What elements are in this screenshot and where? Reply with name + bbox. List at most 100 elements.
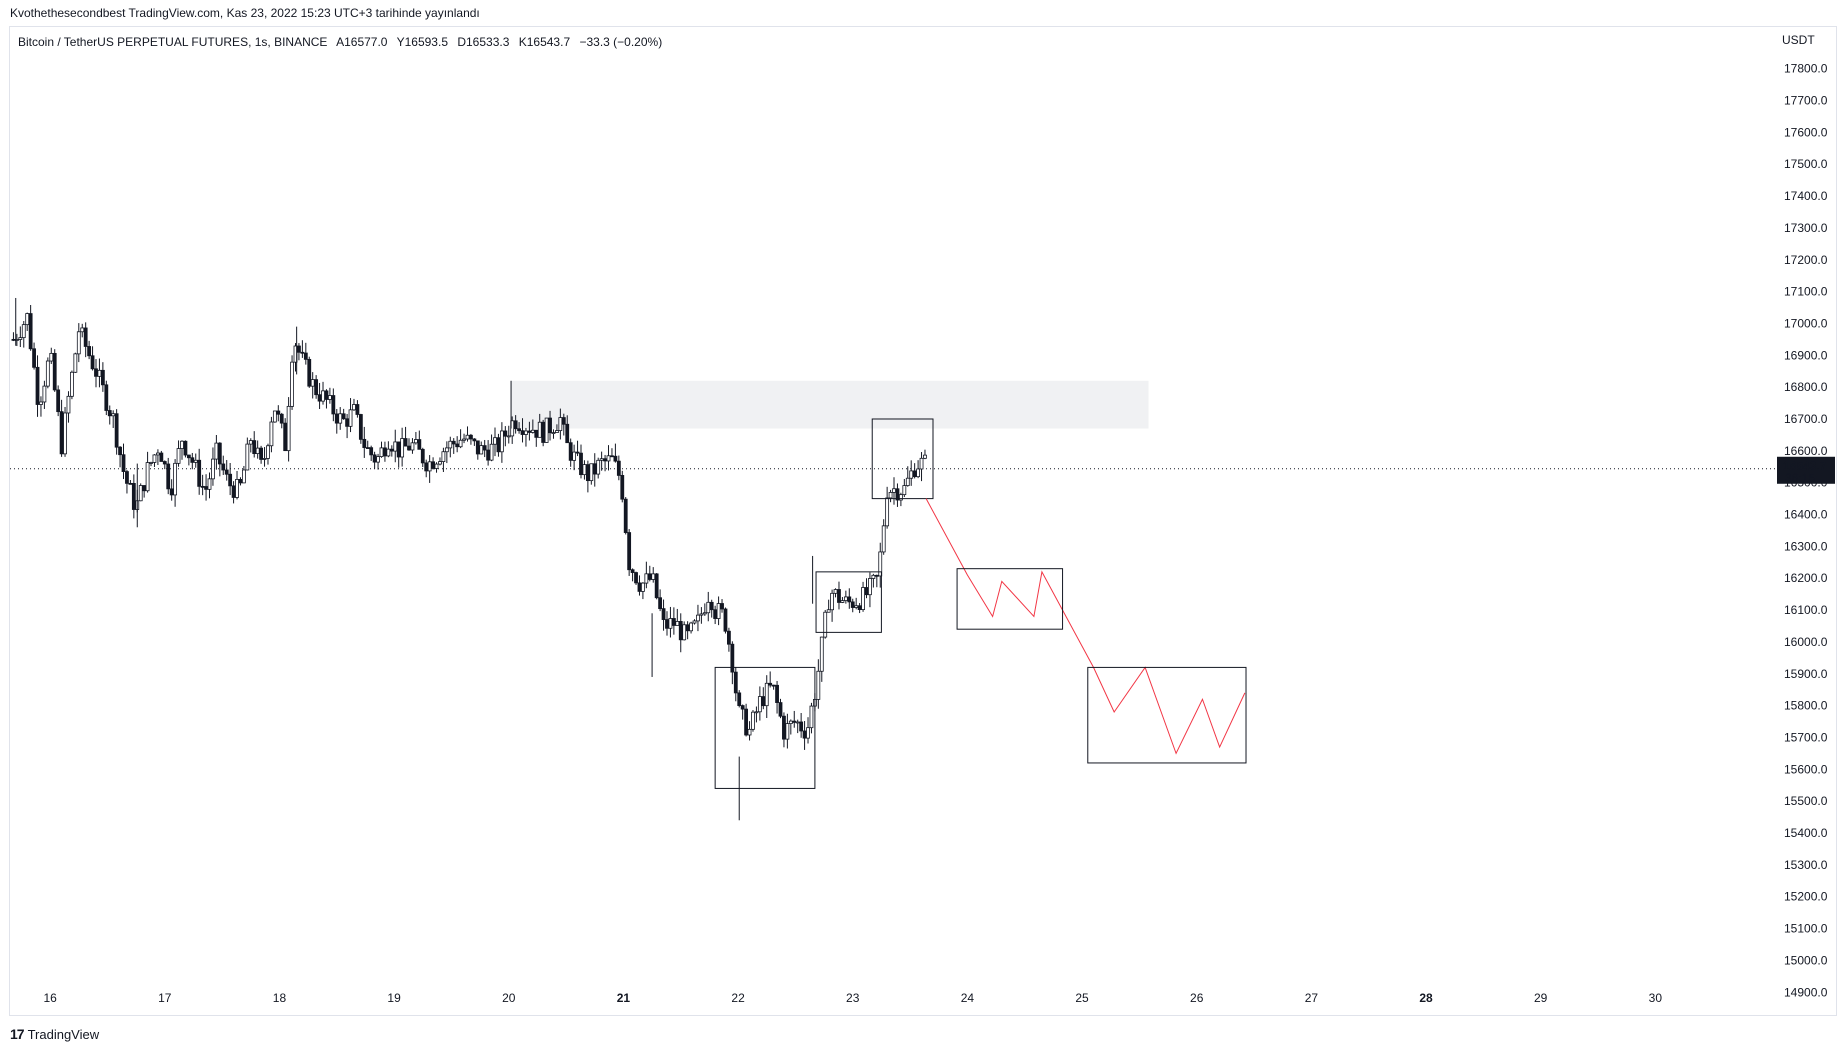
candle-body xyxy=(596,459,601,475)
candle-body xyxy=(503,430,508,437)
currency-label: USDT xyxy=(1782,33,1815,47)
y-tick-label: 17800.0 xyxy=(1784,62,1828,76)
candle-body xyxy=(327,395,332,400)
x-tick-label: 29 xyxy=(1534,991,1548,1005)
y-tick-label: 16200.0 xyxy=(1784,571,1828,585)
candle-body xyxy=(572,451,577,461)
y-tick-label: 15900.0 xyxy=(1784,667,1828,681)
candle-body xyxy=(32,348,36,368)
candle-body xyxy=(868,578,872,596)
candle-body xyxy=(211,458,215,480)
tradingview-brand[interactable]: 17 TradingView xyxy=(10,1026,99,1042)
candle-body xyxy=(888,491,893,499)
candle-body xyxy=(438,461,442,465)
candle-body xyxy=(200,485,205,488)
candle-body xyxy=(816,670,821,700)
y-tick-label: 17200.0 xyxy=(1784,253,1828,267)
chart-frame[interactable] xyxy=(9,26,1837,1016)
ohlc-change: −33.3 (−0.20%) xyxy=(579,35,663,49)
candle-body xyxy=(826,609,831,613)
candle-body xyxy=(448,440,453,449)
candle-body xyxy=(878,551,883,577)
candle-body xyxy=(145,462,150,492)
symbol-name[interactable]: Bitcoin / TetherUS PERPETUAL FUTURES, 1s… xyxy=(18,35,328,49)
candle-body xyxy=(847,596,852,603)
candle-body xyxy=(840,600,845,603)
candle-body xyxy=(190,457,195,463)
candle-body xyxy=(107,410,112,417)
candle-body xyxy=(513,420,518,430)
candle-body xyxy=(699,613,704,616)
last-price-badge xyxy=(1777,456,1835,484)
candle-body xyxy=(125,471,129,484)
candle-body xyxy=(895,488,900,501)
candle-body xyxy=(66,395,71,414)
candle-body xyxy=(183,440,188,456)
candle-body xyxy=(630,569,635,573)
x-tick-label: 23 xyxy=(846,991,860,1005)
x-tick-label: 16 xyxy=(43,991,57,1005)
candle-body xyxy=(843,596,848,601)
candle-body xyxy=(193,459,198,463)
candle-body xyxy=(661,608,666,620)
candle-body xyxy=(393,441,398,452)
candle-body xyxy=(403,438,408,447)
x-tick-label: 18 xyxy=(273,991,287,1005)
candle-body xyxy=(585,464,590,482)
candle-body xyxy=(823,611,828,638)
candle-body xyxy=(156,452,160,456)
candle-body xyxy=(613,455,618,462)
candle-body xyxy=(551,432,556,434)
candle-body xyxy=(795,721,800,724)
candle-body xyxy=(76,331,81,355)
y-tick-label: 16000.0 xyxy=(1784,635,1828,649)
candle-body xyxy=(689,622,693,632)
y-tick-label: 15600.0 xyxy=(1784,762,1828,776)
candle-body xyxy=(169,488,174,496)
candle-body xyxy=(63,412,67,455)
candle-body xyxy=(100,369,105,386)
candle-body xyxy=(558,417,563,432)
candle-body xyxy=(52,352,57,391)
ohlc-open: A16577.0 xyxy=(336,35,388,49)
candle-body xyxy=(42,385,47,403)
candle-body xyxy=(696,614,700,622)
candle-body xyxy=(334,413,339,424)
y-tick-label: 16800.0 xyxy=(1784,380,1828,394)
candle-body xyxy=(785,723,790,740)
candle-body xyxy=(431,461,435,469)
candle-body xyxy=(692,620,697,624)
candle-body xyxy=(757,696,762,713)
candle-body xyxy=(620,475,625,500)
candle-body xyxy=(747,728,752,736)
candle-body xyxy=(548,417,552,434)
projected-range-2-box xyxy=(1087,666,1247,764)
candle-body xyxy=(11,338,16,341)
candle-body xyxy=(39,401,43,405)
candle-body xyxy=(665,619,669,629)
candle-body xyxy=(252,440,257,455)
candle-body xyxy=(345,418,349,427)
candle-body xyxy=(128,482,133,485)
candle-body xyxy=(792,720,797,723)
y-tick-label: 16100.0 xyxy=(1784,603,1828,617)
consolidation-3-box xyxy=(871,418,934,500)
candle-body xyxy=(806,727,810,739)
candle-body xyxy=(610,455,614,458)
candle-body xyxy=(104,384,109,411)
candle-body xyxy=(427,461,432,472)
candle-body xyxy=(56,389,61,413)
candle-body xyxy=(204,486,208,490)
y-tick-label: 14900.0 xyxy=(1784,985,1828,999)
candle-body xyxy=(321,390,325,402)
brand-label: TradingView xyxy=(27,1026,100,1042)
candle-body xyxy=(25,313,30,326)
x-tick-label: 17 xyxy=(158,991,172,1005)
candle-body xyxy=(307,358,312,387)
candle-body xyxy=(524,430,528,435)
candle-body xyxy=(850,601,855,608)
candle-body xyxy=(162,461,167,465)
candle-body xyxy=(417,439,422,450)
candle-body xyxy=(413,439,418,444)
